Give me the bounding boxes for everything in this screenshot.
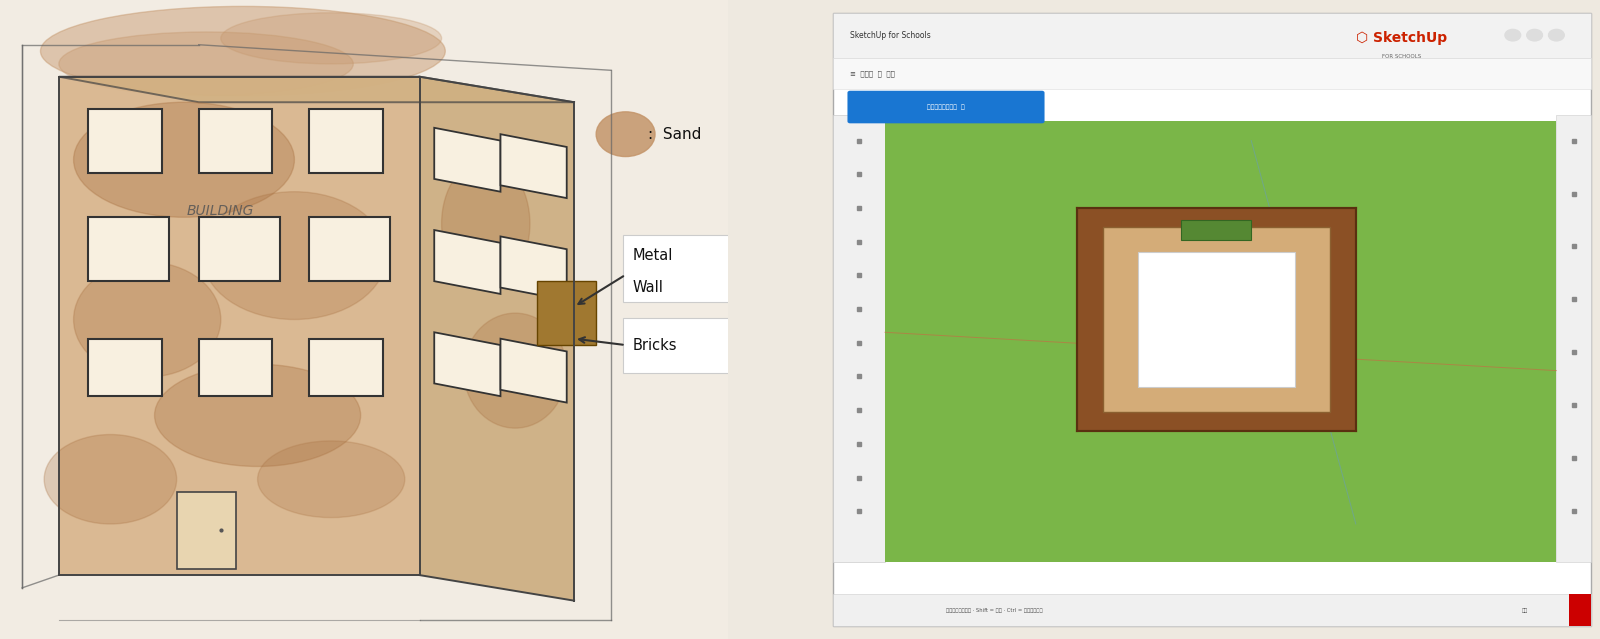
FancyBboxPatch shape bbox=[624, 318, 731, 373]
Bar bbox=[88, 217, 170, 281]
Bar bbox=[1181, 220, 1251, 240]
Text: FOR SCHOOLS: FOR SCHOOLS bbox=[1382, 54, 1421, 59]
Ellipse shape bbox=[1526, 29, 1542, 41]
Text: Bricks: Bricks bbox=[634, 337, 677, 353]
Bar bbox=[176, 492, 235, 569]
Bar bbox=[198, 217, 280, 281]
Bar bbox=[1557, 115, 1592, 562]
Ellipse shape bbox=[203, 192, 387, 320]
Polygon shape bbox=[434, 128, 501, 192]
Polygon shape bbox=[434, 230, 501, 294]
Bar bbox=[832, 58, 1592, 89]
Bar bbox=[88, 339, 162, 396]
Bar bbox=[88, 109, 162, 173]
Ellipse shape bbox=[1506, 29, 1520, 41]
Bar bbox=[1077, 208, 1355, 431]
Ellipse shape bbox=[45, 435, 176, 524]
Bar bbox=[832, 13, 1592, 58]
Text: 按兩以便進行偏速 · Shift = 平移 · Ctrl = 暫停停止重力: 按兩以便進行偏速 · Shift = 平移 · Ctrl = 暫停停止重力 bbox=[946, 608, 1043, 613]
Bar bbox=[832, 594, 1592, 626]
Bar bbox=[832, 13, 1592, 626]
Bar bbox=[198, 339, 272, 396]
Text: Metal: Metal bbox=[634, 248, 674, 263]
Ellipse shape bbox=[155, 364, 360, 466]
Text: BUILDING: BUILDING bbox=[187, 204, 254, 218]
Bar bbox=[538, 281, 597, 345]
Text: 測量: 測量 bbox=[1522, 608, 1528, 613]
Text: ≡  無標題  🗁  儲存: ≡ 無標題 🗁 儲存 bbox=[850, 70, 894, 77]
Polygon shape bbox=[419, 77, 574, 601]
Polygon shape bbox=[434, 332, 501, 396]
Ellipse shape bbox=[221, 13, 442, 64]
Bar bbox=[309, 109, 382, 173]
Ellipse shape bbox=[40, 6, 445, 96]
Ellipse shape bbox=[442, 160, 530, 288]
Bar bbox=[1570, 594, 1592, 626]
Text: SketchUp for Schools: SketchUp for Schools bbox=[850, 31, 931, 40]
Ellipse shape bbox=[1549, 29, 1565, 41]
Polygon shape bbox=[59, 77, 419, 575]
FancyBboxPatch shape bbox=[848, 91, 1045, 123]
FancyBboxPatch shape bbox=[624, 235, 731, 302]
Polygon shape bbox=[501, 339, 566, 403]
Bar bbox=[1138, 252, 1294, 387]
Bar bbox=[309, 217, 390, 281]
Text: 啟正在繼視暫存檔  ⓘ: 啟正在繼視暫存檔 ⓘ bbox=[926, 105, 965, 110]
Ellipse shape bbox=[59, 32, 354, 96]
Polygon shape bbox=[501, 236, 566, 300]
Text: :  Sand: : Sand bbox=[648, 127, 701, 142]
Ellipse shape bbox=[258, 441, 405, 518]
Bar bbox=[1102, 227, 1330, 412]
Bar bbox=[885, 121, 1557, 562]
Text: Wall: Wall bbox=[634, 280, 664, 295]
Ellipse shape bbox=[597, 112, 654, 157]
Bar bbox=[309, 339, 382, 396]
Ellipse shape bbox=[464, 313, 566, 428]
Text: ⬡ SketchUp: ⬡ SketchUp bbox=[1355, 31, 1446, 45]
Bar bbox=[198, 109, 272, 173]
Polygon shape bbox=[59, 77, 574, 102]
Ellipse shape bbox=[74, 262, 221, 377]
Ellipse shape bbox=[74, 102, 294, 217]
Bar bbox=[832, 115, 885, 562]
Polygon shape bbox=[501, 134, 566, 198]
